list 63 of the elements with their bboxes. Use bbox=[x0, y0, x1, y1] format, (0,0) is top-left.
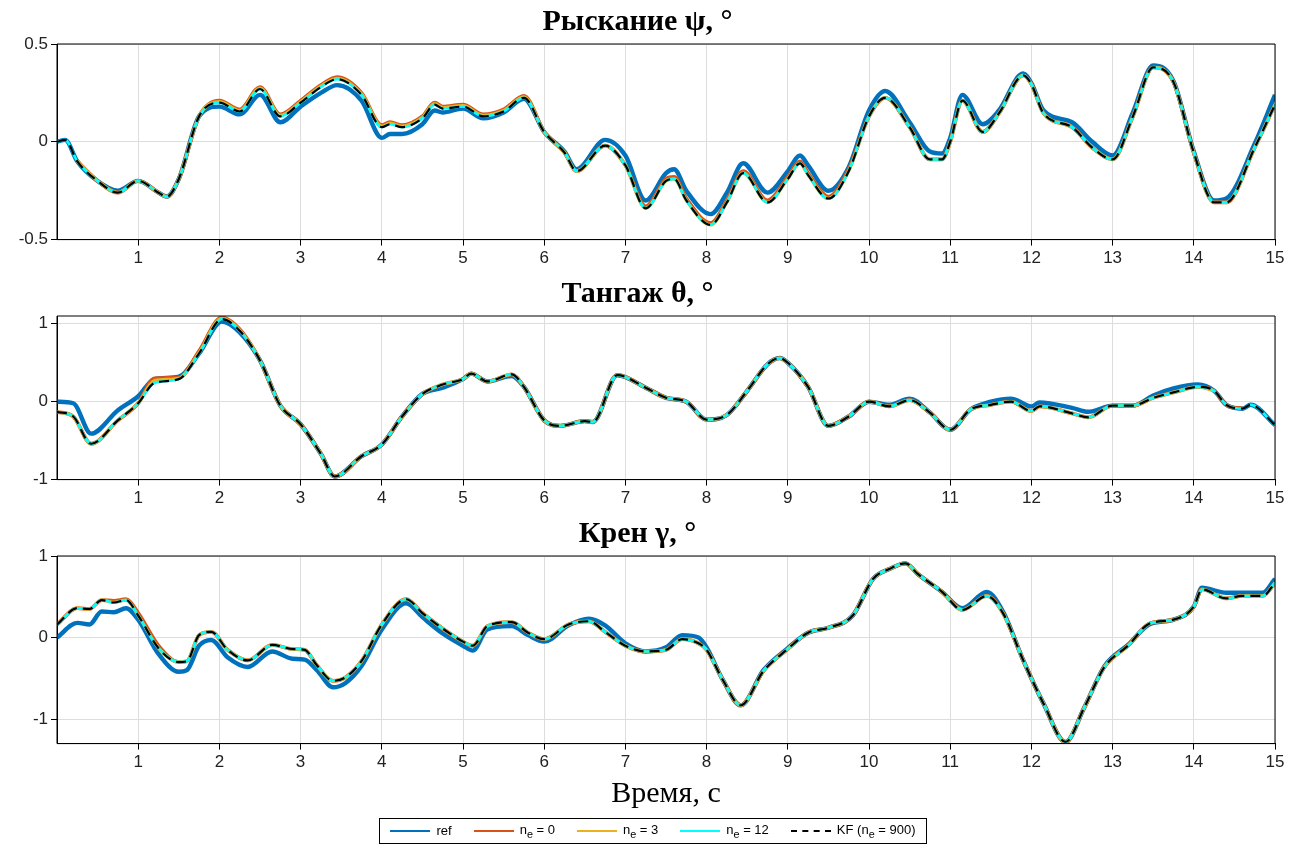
y-tick-label: 1 bbox=[38, 313, 48, 333]
x-tick-label: 7 bbox=[620, 248, 631, 268]
x-tick-label: 9 bbox=[783, 248, 793, 268]
chart-title: Рыскание ψ, ° bbox=[542, 2, 733, 36]
legend-label: n$_{e}$ = 12 bbox=[726, 822, 769, 840]
x-tick-label: 9 bbox=[783, 488, 793, 508]
y-tick-label: -0.5 bbox=[18, 229, 48, 249]
x-tick-label: 5 bbox=[458, 752, 468, 772]
x-tick-label: 14 bbox=[1184, 248, 1204, 268]
x-tick-label: 1 bbox=[133, 488, 143, 508]
x-tick-label: 10 bbox=[859, 488, 879, 508]
x-tick-label: 13 bbox=[1103, 752, 1123, 772]
x-tick-label: 4 bbox=[377, 488, 387, 508]
x-tick-label: 11 bbox=[941, 488, 960, 508]
x-tick-label: 11 bbox=[941, 752, 960, 772]
x-tick-label: 14 bbox=[1184, 488, 1204, 508]
y-tick-label: -1 bbox=[32, 469, 48, 489]
y-tick-label: 0.5 bbox=[24, 33, 48, 53]
x-tick-label: 1 bbox=[133, 248, 143, 268]
x-axis-title: Время, с bbox=[611, 774, 721, 808]
legend-label: n$_{e}$ = 0 bbox=[519, 822, 555, 840]
x-tick-label: 8 bbox=[701, 752, 712, 772]
x-tick-label: 3 bbox=[295, 248, 306, 268]
x-tick-label: 15 bbox=[1265, 488, 1285, 508]
legend-label: n$_{e}$ = 3 bbox=[622, 822, 659, 840]
x-tick-label: 4 bbox=[377, 248, 387, 268]
x-tick-label: 13 bbox=[1103, 248, 1123, 268]
x-tick-label: 5 bbox=[458, 488, 468, 508]
x-tick-label: 2 bbox=[214, 248, 225, 268]
y-tick-label: 0 bbox=[38, 627, 48, 647]
legend-label: KF (n$_{e}$ = 900) bbox=[836, 822, 916, 840]
y-tick-label: 1 bbox=[38, 545, 48, 565]
x-tick-label: 10 bbox=[859, 752, 879, 772]
x-tick-label: 10 bbox=[859, 248, 879, 268]
x-tick-label: 3 bbox=[295, 488, 306, 508]
x-tick-label: 7 bbox=[620, 488, 631, 508]
x-tick-label: 9 bbox=[783, 752, 793, 772]
x-tick-label: 8 bbox=[701, 488, 712, 508]
x-tick-label: 7 bbox=[620, 752, 631, 772]
x-tick-label: 4 bbox=[377, 752, 387, 772]
x-tick-label: 15 bbox=[1265, 752, 1285, 772]
x-tick-label: 12 bbox=[1021, 488, 1041, 508]
x-tick-label: 6 bbox=[539, 752, 549, 772]
x-tick-label: 15 bbox=[1265, 248, 1285, 268]
x-tick-label: 6 bbox=[539, 248, 549, 268]
x-tick-label: 12 bbox=[1021, 248, 1041, 268]
chart-title: Крен γ, ° bbox=[578, 514, 697, 548]
y-tick-label: 0 bbox=[38, 131, 48, 151]
x-tick-label: 11 bbox=[941, 248, 960, 268]
x-tick-label: 3 bbox=[295, 752, 306, 772]
x-tick-label: 2 bbox=[214, 752, 225, 772]
y-tick-label: -1 bbox=[32, 708, 48, 728]
x-tick-label: 13 bbox=[1103, 488, 1123, 508]
x-tick-label: 12 bbox=[1021, 752, 1041, 772]
chart-title: Тангаж θ, ° bbox=[561, 274, 714, 308]
x-tick-label: 8 bbox=[701, 248, 712, 268]
x-tick-label: 14 bbox=[1184, 752, 1204, 772]
legend-label: ref bbox=[436, 823, 452, 839]
x-tick-label: 6 bbox=[539, 488, 549, 508]
x-tick-label: 5 bbox=[458, 248, 468, 268]
y-tick-label: 0 bbox=[38, 391, 48, 411]
x-tick-label: 2 bbox=[214, 488, 225, 508]
x-tick-label: 1 bbox=[133, 752, 143, 772]
